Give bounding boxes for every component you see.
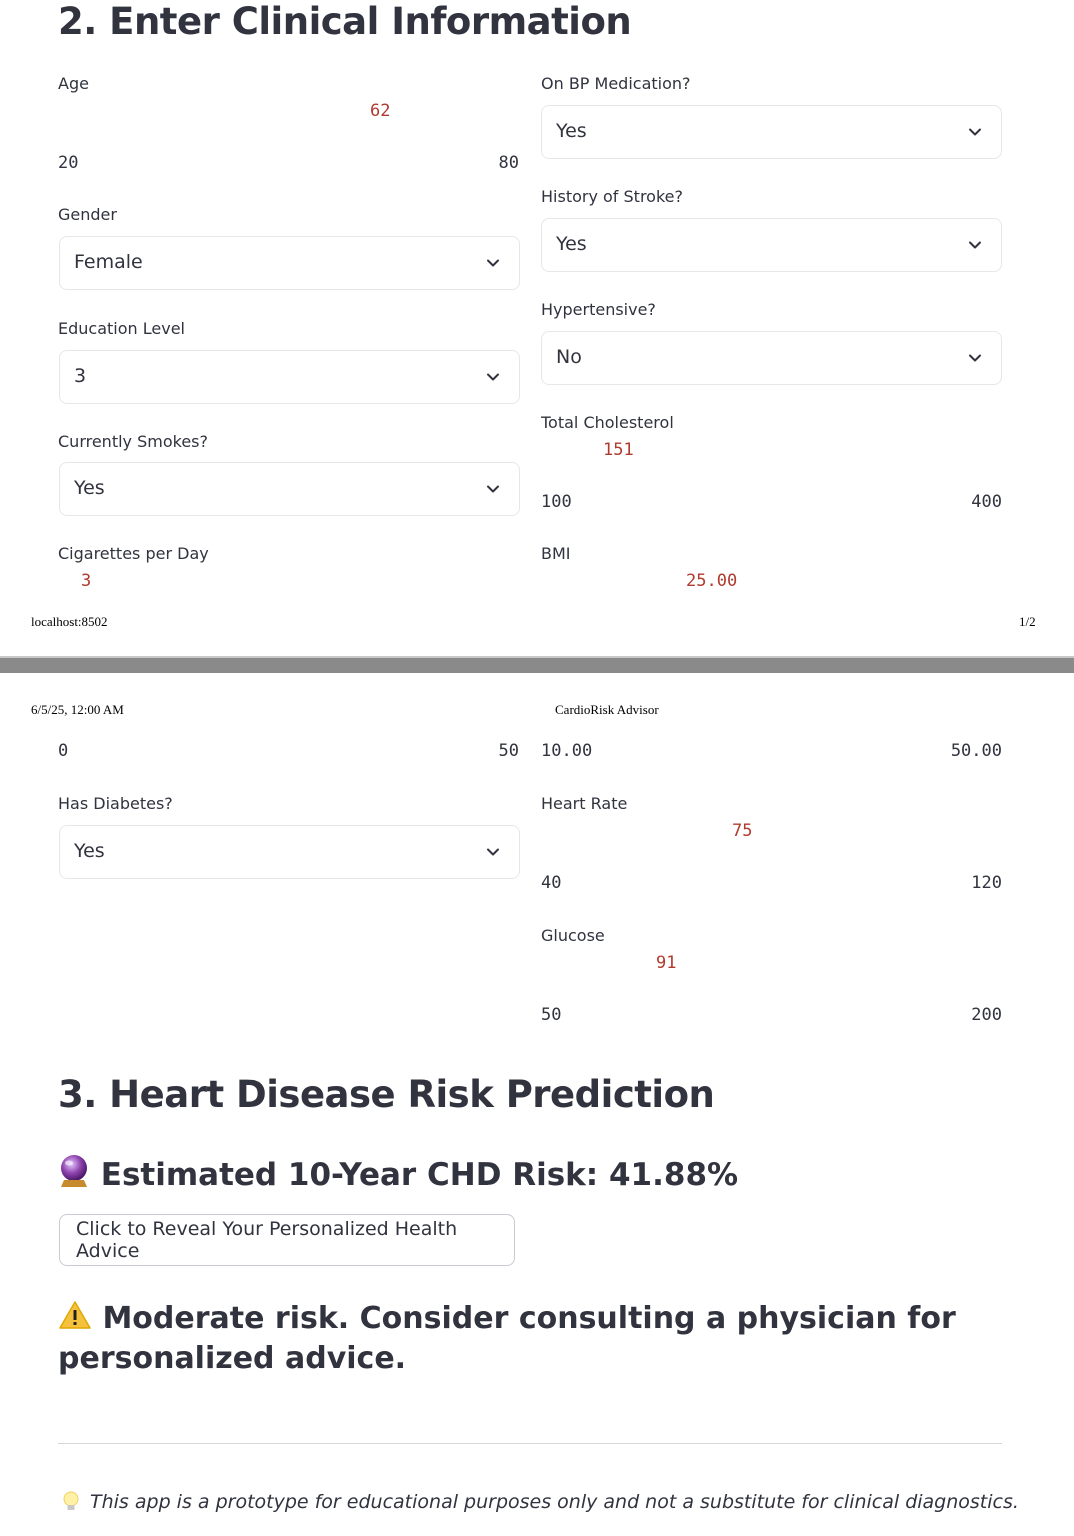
hypertensive-select[interactable]: No xyxy=(541,331,1002,385)
section-title-clinical-info: 2. Enter Clinical Information xyxy=(58,0,632,43)
education-label: Education Level xyxy=(58,319,185,338)
stroke-select-value: Yes xyxy=(556,233,587,255)
bp-med-select-value: Yes xyxy=(556,120,587,142)
cholesterol-slider-max: 400 xyxy=(971,492,1002,512)
gender-label: Gender xyxy=(58,205,117,224)
diabetes-select-value: Yes xyxy=(74,840,105,862)
cigs-slider-min: 0 xyxy=(58,741,69,761)
print-app-title: CardioRisk Advisor xyxy=(555,702,659,717)
heart-rate-label: Heart Rate xyxy=(541,794,628,813)
warning-icon xyxy=(59,1301,91,1329)
chevron-down-icon xyxy=(487,848,499,856)
gender-select[interactable]: Female xyxy=(59,236,520,290)
age-label: Age xyxy=(58,74,89,93)
gender-select-value: Female xyxy=(74,251,143,273)
heart-rate-slider-min: 40 xyxy=(541,873,562,893)
diabetes-select[interactable]: Yes xyxy=(59,825,520,879)
cholesterol-label: Total Cholesterol xyxy=(541,413,674,432)
bmi-slider-min: 10.00 xyxy=(541,741,593,761)
print-page-number: 1/2 xyxy=(1019,614,1036,629)
smokes-select-value: Yes xyxy=(74,477,105,499)
diabetes-label: Has Diabetes? xyxy=(58,794,173,813)
heart-rate-slider-value[interactable]: 75 xyxy=(732,821,753,841)
cholesterol-slider-value[interactable]: 151 xyxy=(603,440,634,460)
chevron-down-icon xyxy=(487,485,499,493)
risk-warning-heading: Moderate risk. Consider consulting a phy… xyxy=(58,1299,958,1379)
print-page-1: 2. Enter Clinical Information Age 62 20 … xyxy=(0,0,1074,656)
age-slider-max: 80 xyxy=(498,153,519,173)
education-select[interactable]: 3 xyxy=(59,350,520,404)
print-datetime: 6/5/25, 12:00 AM xyxy=(31,702,124,717)
cigs-slider-max: 50 xyxy=(498,741,519,761)
hypertensive-select-value: No xyxy=(556,346,582,368)
bmi-slider-max: 50.00 xyxy=(950,741,1002,761)
bmi-label: BMI xyxy=(541,544,571,563)
chevron-down-icon xyxy=(487,373,499,381)
print-url: localhost:8502 xyxy=(31,614,108,629)
crystal-ball-icon xyxy=(61,1155,87,1187)
risk-heading: Estimated 10-Year CHD Risk: 41.88% xyxy=(58,1154,738,1193)
hypertensive-label: Hypertensive? xyxy=(541,300,656,319)
chevron-down-icon xyxy=(969,128,981,136)
education-select-value: 3 xyxy=(74,365,87,387)
section-title-risk-prediction: 3. Heart Disease Risk Prediction xyxy=(58,1073,715,1116)
cholesterol-slider-min: 100 xyxy=(541,492,572,512)
page-break xyxy=(0,656,1074,673)
smokes-label: Currently Smokes? xyxy=(58,432,208,451)
bmi-slider-value[interactable]: 25.00 xyxy=(686,571,738,591)
light-bulb-icon xyxy=(63,1491,79,1510)
divider xyxy=(58,1443,1002,1444)
risk-warning-text: Moderate risk. Consider consulting a phy… xyxy=(58,1301,956,1376)
age-slider-value[interactable]: 62 xyxy=(370,101,391,121)
chevron-down-icon xyxy=(969,241,981,249)
stroke-label: History of Stroke? xyxy=(541,187,683,206)
glucose-slider-max: 200 xyxy=(971,1005,1002,1025)
glucose-slider-min: 50 xyxy=(541,1005,562,1025)
disclaimer-text: This app is a prototype for educational … xyxy=(90,1491,1019,1513)
stroke-select[interactable]: Yes xyxy=(541,218,1002,272)
chevron-down-icon xyxy=(969,354,981,362)
risk-text: Estimated 10-Year CHD Risk: 41.88% xyxy=(100,1157,739,1193)
heart-rate-slider-max: 120 xyxy=(971,873,1002,893)
bp-med-select[interactable]: Yes xyxy=(541,105,1002,159)
chevron-down-icon xyxy=(487,259,499,267)
smokes-select[interactable]: Yes xyxy=(59,462,520,516)
cigs-slider-value[interactable]: 3 xyxy=(81,571,92,591)
age-slider-min: 20 xyxy=(58,153,79,173)
cigs-label: Cigarettes per Day xyxy=(58,544,209,563)
bp-med-label: On BP Medication? xyxy=(541,74,691,93)
glucose-label: Glucose xyxy=(541,926,605,945)
print-page-2: 6/5/25, 12:00 AM CardioRisk Advisor 0 50… xyxy=(0,673,1074,1536)
glucose-slider-value[interactable]: 91 xyxy=(656,953,677,973)
reveal-advice-button[interactable]: Click to Reveal Your Personalized Health… xyxy=(59,1214,515,1266)
